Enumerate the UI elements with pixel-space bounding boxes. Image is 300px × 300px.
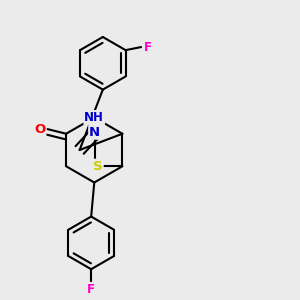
Text: O: O [34, 123, 45, 136]
Text: F: F [87, 283, 95, 296]
Text: F: F [144, 40, 152, 54]
Text: N: N [89, 126, 100, 139]
Text: S: S [93, 160, 103, 173]
Text: NH: NH [84, 111, 104, 124]
